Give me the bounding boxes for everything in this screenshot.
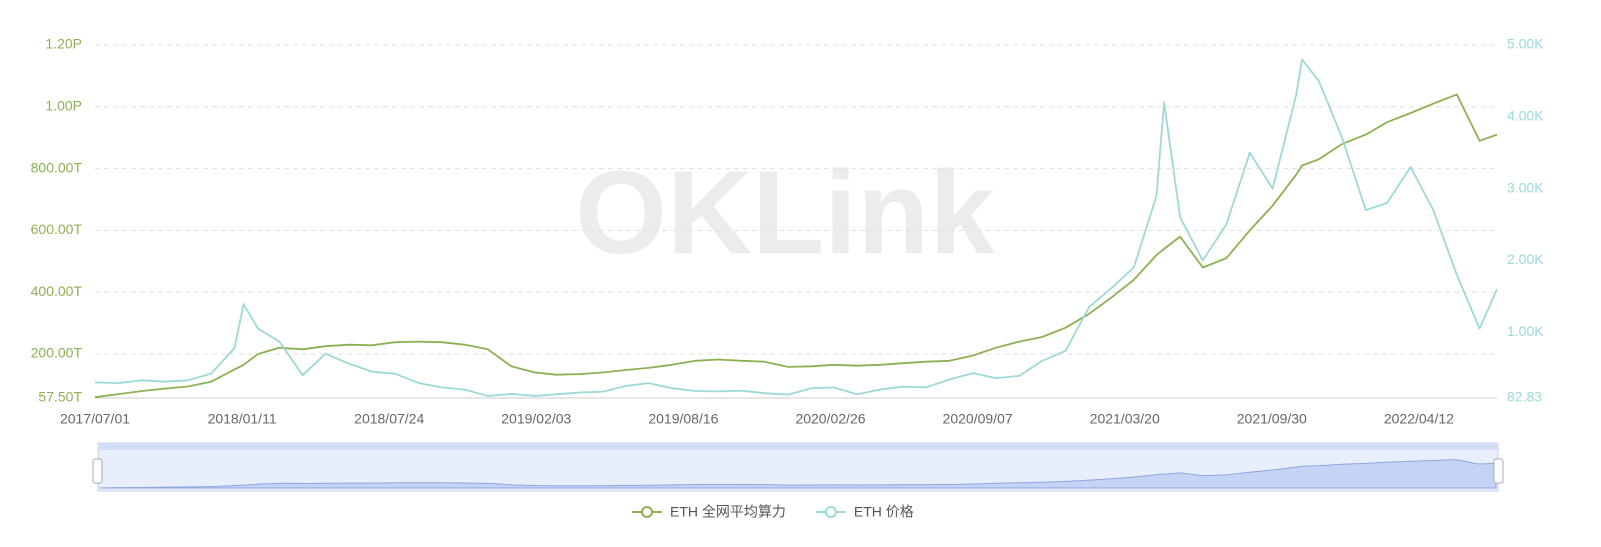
x-tick-label: 2021/09/30 (1237, 411, 1307, 427)
zoom-handle-right[interactable] (1493, 458, 1504, 484)
watermark: OKLink (575, 147, 995, 279)
y2-tick-label: 3.00K (1507, 179, 1544, 195)
x-tick-label: 2018/07/24 (354, 411, 424, 427)
zoom-bar (98, 443, 1498, 450)
zoom-handle-left[interactable] (92, 458, 103, 484)
y-tick-label: 57.50T (38, 389, 82, 405)
y2-tick-label: 1.00K (1507, 323, 1544, 339)
x-tick-label: 2020/09/07 (943, 411, 1013, 427)
legend-item[interactable]: ETH 价格 (815, 504, 914, 520)
legend-marker (641, 506, 653, 518)
y-tick-label: 400.00T (31, 283, 83, 299)
data-zoom[interactable] (92, 442, 1504, 492)
zoom-preview (99, 459, 1497, 489)
legend-label: ETH 价格 (854, 504, 914, 520)
y2-tick-label: 4.00K (1507, 107, 1544, 123)
y-tick-label: 800.00T (31, 159, 83, 175)
legend-item[interactable]: ETH 全网平均算力 (632, 504, 786, 520)
y-tick-label: 600.00T (31, 221, 83, 237)
y2-tick-label: 82.83 (1507, 389, 1542, 405)
x-tick-label: 2022/04/12 (1384, 411, 1454, 427)
y2-tick-label: 2.00K (1507, 251, 1544, 267)
x-tick-label: 2018/01/11 (208, 411, 277, 427)
x-tick-label: 2020/02/26 (795, 411, 865, 427)
series-line (94, 93, 1498, 399)
y2-tick-label: 5.00K (1507, 36, 1544, 52)
x-tick-label: 2021/03/20 (1090, 411, 1160, 427)
series-line (94, 58, 1498, 397)
x-tick-label: 2019/08/16 (648, 411, 718, 427)
y-tick-label: 200.00T (31, 345, 83, 361)
y-tick-label: 1.20P (45, 36, 82, 52)
legend-marker (824, 506, 837, 518)
x-tick-label: 2017/07/01 (60, 411, 130, 427)
legend-label: ETH 全网平均算力 (670, 504, 786, 520)
x-tick-label: 2019/02/03 (501, 411, 571, 427)
y-tick-label: 1.00P (45, 97, 82, 113)
